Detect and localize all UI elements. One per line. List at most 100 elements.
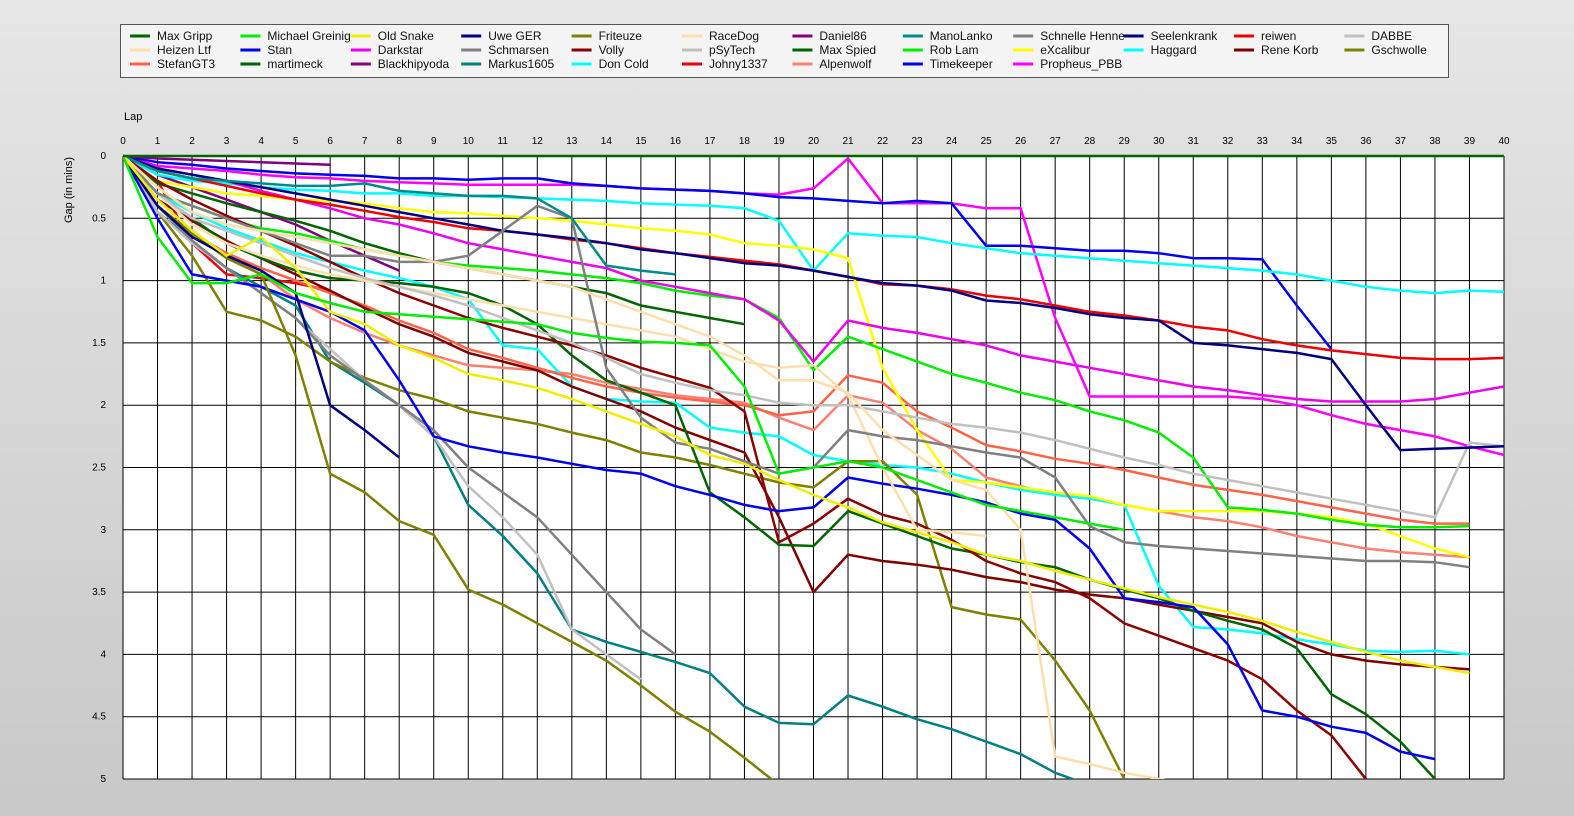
x-tick-label: 28 [1084, 136, 1096, 147]
x-tick-label: 24 [946, 136, 958, 147]
x-tick-label: 29 [1119, 136, 1131, 147]
x-tick-label: 12 [532, 136, 544, 147]
x-tick-label: 25 [981, 136, 993, 147]
legend-label: Schnelle Henne [1040, 29, 1125, 43]
series-line-uwe-ger [123, 155, 400, 459]
series-line-schmarsen [123, 155, 677, 656]
x-tick-label: 14 [601, 136, 613, 147]
x-tick-label: 20 [808, 136, 820, 147]
y-tick-label: 5 [100, 774, 106, 785]
x-tick-label: 11 [498, 136, 509, 147]
x-tick-label: 34 [1291, 136, 1303, 147]
series-line-daniel86 [123, 154, 331, 166]
x-tick-label: 32 [1222, 136, 1234, 147]
x-tick-label: 40 [1498, 136, 1510, 147]
series-line-michael-greinig [123, 155, 1125, 532]
legend-label: pSyTech [709, 43, 755, 57]
legend-label: ManoLanko [930, 29, 993, 43]
x-tick-label: 30 [1153, 136, 1165, 147]
x-tick-label: 38 [1429, 136, 1441, 147]
y-tick-label: 3 [100, 525, 106, 536]
x-tick-label: 5 [293, 136, 299, 147]
x-tick-label: 7 [362, 136, 368, 147]
legend-label: Propheus_PBB [1040, 57, 1122, 71]
series-line-stan [123, 155, 1436, 761]
series-line-timekeeper [123, 154, 1333, 350]
x-tick-label: 4 [258, 136, 264, 147]
series-group [123, 154, 1505, 779]
series-line-markus1605 [123, 155, 1077, 779]
x-tick-label: 8 [396, 136, 402, 147]
legend-label: Max Spied [819, 43, 876, 57]
legend-label: Volly [599, 43, 624, 57]
series-line-old-snake [123, 155, 1470, 675]
series-line-dabbe [123, 155, 1505, 519]
x-tick-label: 18 [739, 136, 751, 147]
x-tick-label: 19 [773, 136, 785, 147]
y-tick-label: 1.5 [92, 338, 106, 349]
legend-label: DABBE [1371, 29, 1412, 43]
series-line-friteuze [123, 155, 774, 779]
y-tick-label: 4 [100, 649, 106, 660]
x-tick-label: 22 [877, 136, 889, 147]
legend-label: RaceDog [709, 29, 759, 43]
x-tick-label: 2 [189, 136, 195, 147]
legend-label: Johny1337 [709, 57, 768, 71]
legend-label: Gschwolle [1371, 43, 1427, 57]
legend-label: Uwe GER [488, 29, 542, 43]
legend-label: Don Cold [599, 57, 649, 71]
y-tick-label: 2 [100, 400, 106, 411]
x-tick-label: 15 [635, 136, 647, 147]
y-tick-label: 0.5 [92, 213, 106, 224]
series-line-darkstar [123, 154, 1505, 403]
x-tick-label: 36 [1360, 136, 1372, 147]
legend-label: reiwen [1261, 29, 1296, 43]
x-tick-label: 26 [1015, 136, 1027, 147]
x-tick-label: 3 [224, 136, 230, 147]
x-tick-label: 1 [155, 136, 161, 147]
series-line-racedog [123, 155, 1166, 779]
x-tick-label: 33 [1257, 136, 1269, 147]
legend-label: Stan [267, 43, 292, 57]
x-tick-label: 16 [670, 136, 682, 147]
x-tick-label: 31 [1188, 136, 1200, 147]
legend-label: Seelenkrank [1151, 29, 1219, 43]
legend-label: martimeck [267, 57, 323, 71]
x-tick-label: 13 [566, 136, 578, 147]
legend-label: Heizen Ltf [157, 43, 212, 57]
y-axis-title: Gap (in mins) [63, 157, 75, 223]
legend-label: eXcalibur [1040, 43, 1090, 57]
x-tick-label: 21 [842, 136, 854, 147]
x-tick-label: 37 [1395, 136, 1407, 147]
series-line-rene-korb [123, 155, 1470, 671]
x-tick-label: 0 [120, 136, 126, 147]
x-tick-label: 9 [431, 136, 437, 147]
legend-label: Blackhipyoda [378, 57, 450, 71]
legend-label: Rene Korb [1261, 43, 1319, 57]
x-tick-label: 6 [327, 136, 333, 147]
legend-label: Daniel86 [819, 29, 867, 43]
series-line-don-cold [123, 155, 1470, 656]
series-line-gschwolle [123, 155, 1126, 779]
legend-label: Max Gripp [157, 29, 213, 43]
y-tick-label: 0 [100, 151, 106, 162]
series-line-volly [123, 154, 1367, 779]
series-line-seelenkrank [123, 154, 1505, 452]
legend-label: StefanGT3 [157, 57, 215, 71]
legend-label: Timekeeper [930, 57, 993, 71]
legend-label: Friteuze [599, 29, 643, 43]
x-tick-label: 17 [704, 136, 716, 147]
legend-label: Old Snake [378, 29, 434, 43]
x-tick-label: 23 [912, 136, 924, 147]
series-line-manolanko [123, 154, 676, 276]
x-tick-label: 35 [1326, 136, 1338, 147]
x-tick-label: 27 [1050, 136, 1062, 147]
y-tick-label: 2.5 [92, 463, 106, 474]
legend-label: Michael Greinig [267, 29, 350, 43]
legend: Max Gripp Michael Greinig Old Snake Uwe GER… [120, 24, 1449, 78]
plot-area: 0 1 2 3 4 5 6 7 8 9 10 11 12 13 14 15 16 17 18 19 20 21 22 23 24… [92, 136, 1510, 785]
series-line-propheus-pbb [123, 154, 1505, 457]
legend-box [120, 24, 1449, 78]
x-tick-label: 10 [463, 136, 475, 147]
